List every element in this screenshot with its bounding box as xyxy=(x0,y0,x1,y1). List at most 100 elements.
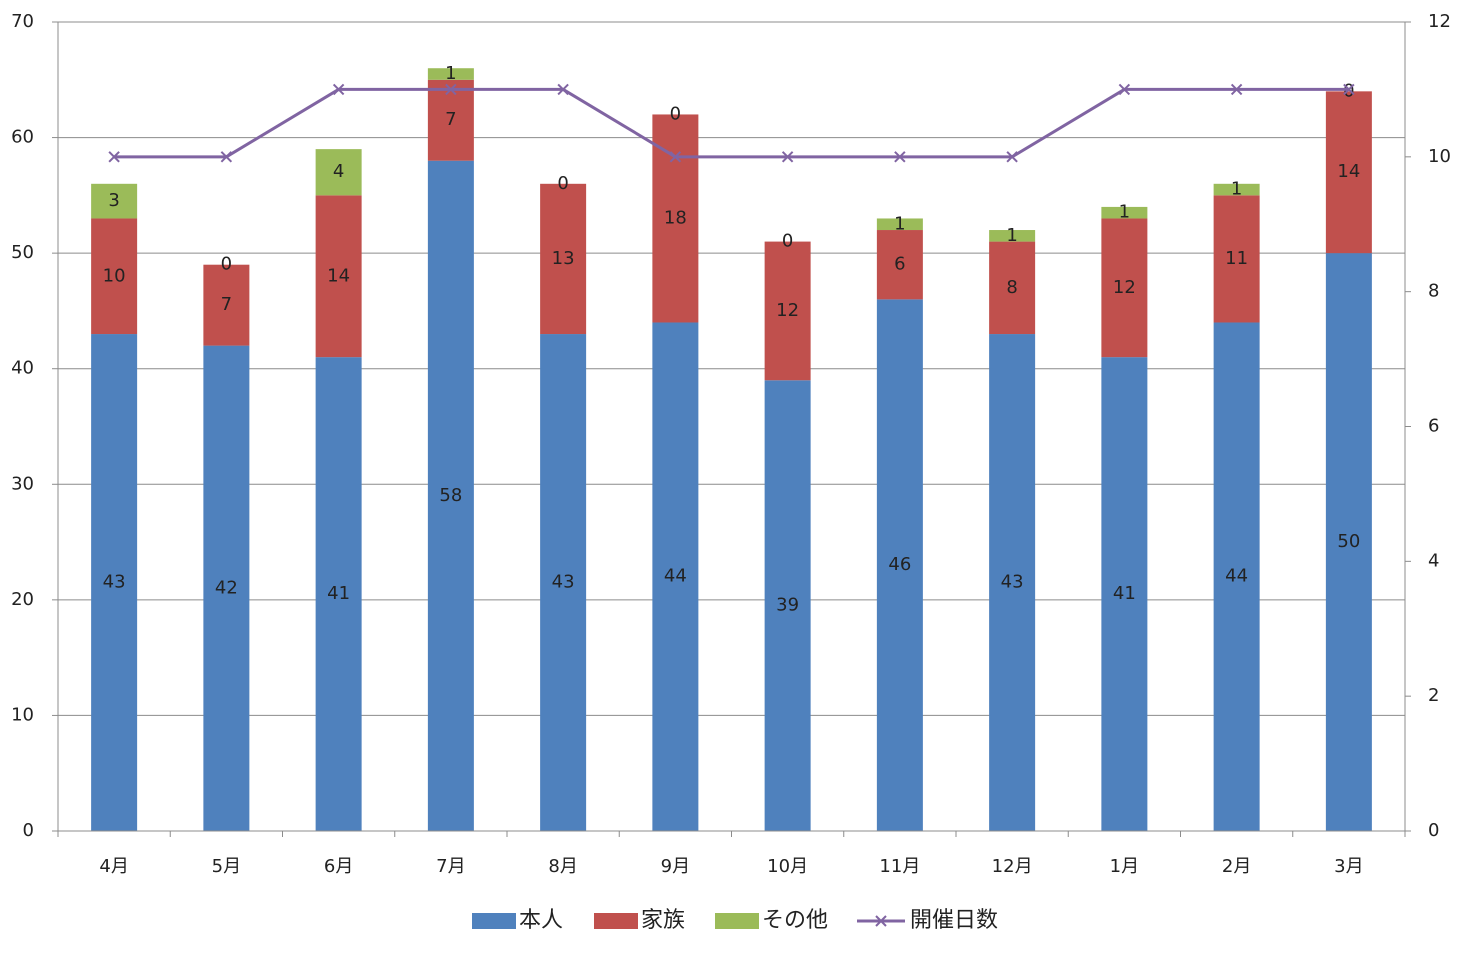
line-marker xyxy=(781,151,794,163)
marker-stroke xyxy=(108,151,120,163)
bar-segment xyxy=(989,334,1036,831)
legend-item: 開催日数 xyxy=(857,908,998,933)
data-label: 46 xyxy=(888,554,911,575)
marker-stroke xyxy=(781,151,794,163)
data-label: 10 xyxy=(103,265,126,286)
data-label: 8 xyxy=(1006,277,1017,298)
legend-label: 本人 xyxy=(519,908,563,933)
x-tick-label: 10月 xyxy=(767,856,808,877)
data-label: 14 xyxy=(1337,161,1360,182)
bar-segment xyxy=(315,195,362,358)
bar-segment xyxy=(876,218,923,231)
data-label: 43 xyxy=(552,572,575,593)
data-label: 11 xyxy=(1225,248,1248,269)
bar-segment xyxy=(989,241,1036,335)
data-label: 58 xyxy=(439,485,462,506)
x-tick-label: 6月 xyxy=(324,856,353,877)
data-label: 1 xyxy=(1231,179,1242,200)
x-tick-label: 12月 xyxy=(992,856,1033,877)
legend-label: その他 xyxy=(762,908,828,933)
bar-segment xyxy=(91,334,138,831)
data-label: 0 xyxy=(782,231,793,252)
line-marker xyxy=(557,83,569,96)
bar-segment xyxy=(876,230,923,300)
line-marker xyxy=(1343,83,1355,96)
bar-segment xyxy=(315,149,362,196)
y-right-tick-label: 6 xyxy=(1428,416,1439,437)
y-right-tick-label: 10 xyxy=(1428,146,1451,167)
legend-swatch xyxy=(472,913,516,929)
bar-segment xyxy=(1213,195,1260,323)
marker-stroke xyxy=(557,83,569,96)
y-left-tick-label: 70 xyxy=(11,11,34,32)
data-label: 4 xyxy=(333,161,344,182)
line-marker xyxy=(108,151,120,163)
bar-segment xyxy=(91,183,138,219)
marker-stroke xyxy=(1343,83,1355,96)
y-right-tick-label: 2 xyxy=(1428,685,1439,706)
bar-segment xyxy=(427,68,474,80)
data-label: 13 xyxy=(552,248,575,269)
marker-stroke xyxy=(1006,151,1018,163)
legend-item: 本人 xyxy=(472,908,563,933)
x-tick-label: 5月 xyxy=(212,856,241,877)
bar-segment xyxy=(1325,253,1372,832)
data-label: 0 xyxy=(557,173,568,194)
data-label: 1 xyxy=(1006,225,1017,246)
data-label: 44 xyxy=(664,566,687,587)
line-marker xyxy=(1006,151,1018,163)
data-label: 7 xyxy=(221,294,232,315)
x-tick-label: 3月 xyxy=(1334,856,1363,877)
marker-stroke xyxy=(445,83,457,96)
x-tick-label: 8月 xyxy=(548,856,577,877)
y-left-tick-label: 20 xyxy=(11,589,34,610)
marker-stroke xyxy=(894,151,906,163)
line-marker xyxy=(894,151,906,163)
data-label: 43 xyxy=(103,572,126,593)
line-marker xyxy=(1230,83,1243,96)
data-label: 41 xyxy=(1113,583,1136,604)
bar-segment xyxy=(91,218,138,335)
data-label: 1 xyxy=(1119,202,1130,223)
bar-segment xyxy=(203,345,250,831)
y-right-tick-label: 0 xyxy=(1428,820,1439,841)
y-right-tick-label: 12 xyxy=(1428,11,1451,32)
y-left-tick-label: 30 xyxy=(11,473,34,494)
data-label: 14 xyxy=(327,265,350,286)
data-label: 12 xyxy=(776,300,799,321)
data-label: 44 xyxy=(1225,566,1248,587)
y-left-tick-label: 0 xyxy=(23,820,34,841)
line-marker xyxy=(669,151,682,163)
legend-label: 開催日数 xyxy=(910,908,998,933)
marker-stroke xyxy=(220,151,233,163)
line-series xyxy=(108,83,1355,163)
line-marker xyxy=(332,83,345,96)
bar-segment xyxy=(1101,218,1148,358)
bars xyxy=(91,68,1372,832)
data-label: 43 xyxy=(1001,572,1024,593)
marker-stroke xyxy=(1118,83,1131,96)
data-label: 39 xyxy=(776,595,799,616)
data-label: 7 xyxy=(445,109,456,130)
marker-stroke xyxy=(332,83,345,96)
y-left-tick-label: 60 xyxy=(11,127,34,148)
legend-label: 家族 xyxy=(641,908,685,933)
line-marker xyxy=(220,151,233,163)
x-tick-label: 9月 xyxy=(661,856,690,877)
legend-marker xyxy=(875,915,887,927)
line-marker xyxy=(1118,83,1131,96)
bar-segment xyxy=(1213,322,1260,831)
y-right-tick-label: 4 xyxy=(1428,550,1439,571)
bar-segment xyxy=(540,183,587,335)
bar-segment xyxy=(764,241,811,381)
x-tick-label: 2月 xyxy=(1222,856,1251,877)
bar-segment xyxy=(427,79,474,161)
line-path xyxy=(114,87,1349,159)
x-tick-label: 7月 xyxy=(436,856,465,877)
data-labels: 4310342704114458714313044180391204661438… xyxy=(103,63,1361,616)
y-left-tick-label: 40 xyxy=(11,358,34,379)
data-label: 50 xyxy=(1337,531,1360,552)
bar-segment xyxy=(652,322,699,831)
